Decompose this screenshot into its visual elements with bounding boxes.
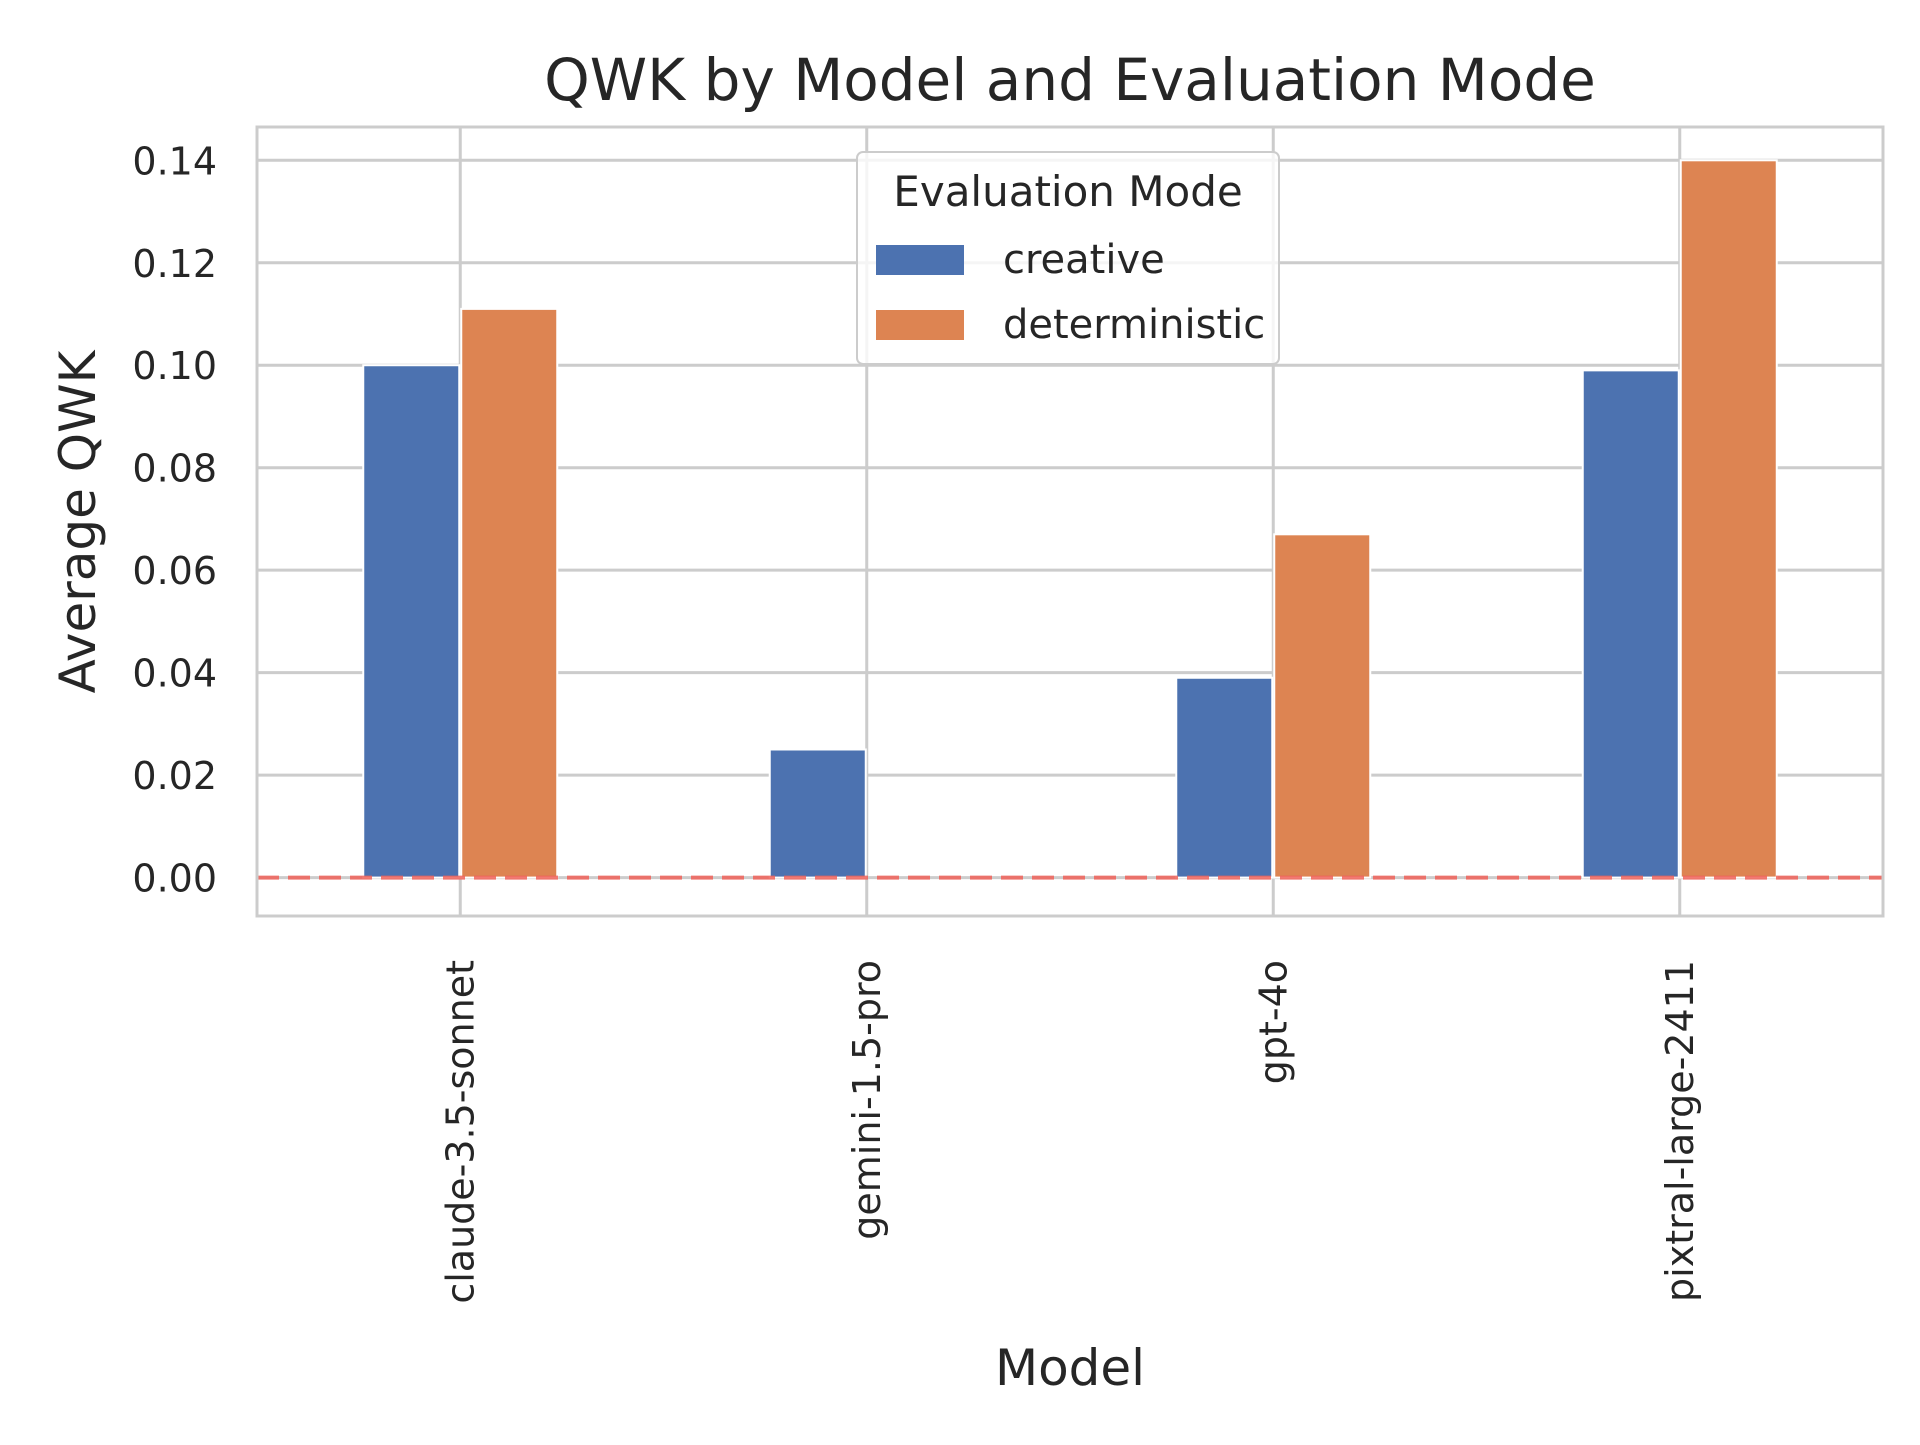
y-tick-labels: 0.00 0.02 0.04 0.06 0.08 0.10 0.12 0.14 — [132, 139, 217, 900]
bar-deterministic-claude-3.5-sonnet — [460, 307, 559, 879]
bar-creative-pixtral-large-2411 — [1581, 369, 1680, 879]
x-tick-label: gpt-4o — [1251, 960, 1295, 1084]
plot-frame — [255, 125, 1885, 918]
y-tick-label: 0.12 — [132, 242, 217, 286]
legend-swatch-deterministic — [876, 310, 964, 340]
y-tick-label: 0.10 — [132, 344, 217, 388]
bar-creative-gpt-4o — [1175, 676, 1274, 879]
bar-deterministic-pixtral-large-2411 — [1679, 159, 1778, 879]
x-tick-label: pixtral-large-2411 — [1658, 960, 1702, 1302]
bar-deterministic-gpt-4o — [1273, 533, 1372, 879]
y-tick-label: 0.08 — [132, 447, 217, 491]
bars — [362, 159, 1778, 879]
bar-creative-gemini-1.5-pro — [768, 748, 867, 879]
legend-label-creative: creative — [1003, 237, 1165, 283]
y-tick-label: 0.00 — [132, 857, 217, 901]
chart-title: QWK by Model and Evaluation Mode — [544, 46, 1596, 114]
bar-creative-claude-3.5-sonnet — [362, 364, 461, 879]
legend-swatch-creative — [876, 245, 964, 275]
x-tick-labels: claude-3.5-sonnet gemini-1.5-pro gpt-4o pix… — [438, 960, 1702, 1304]
x-tick-label: gemini-1.5-pro — [845, 960, 889, 1240]
y-tick-label: 0.02 — [132, 754, 217, 798]
x-tick-label: claude-3.5-sonnet — [438, 960, 482, 1304]
legend: Evaluation Mode creative deterministic — [856, 151, 1280, 365]
legend-title: Evaluation Mode — [893, 167, 1242, 216]
x-axis-label: Model — [995, 1339, 1145, 1397]
y-axis-label: Average QWK — [49, 349, 107, 693]
y-tick-label: 0.04 — [132, 652, 217, 696]
y-tick-label: 0.06 — [132, 549, 217, 593]
y-tick-label: 0.14 — [132, 139, 217, 183]
legend-label-deterministic: deterministic — [1003, 302, 1265, 348]
